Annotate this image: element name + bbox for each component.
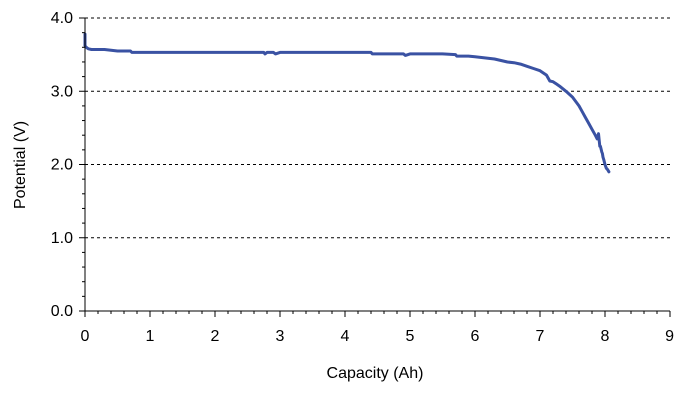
- y-tick-label: 1.0: [51, 230, 73, 247]
- y-tick-label: 0.0: [51, 303, 73, 320]
- x-tick-label: 5: [406, 328, 415, 345]
- y-tick-label: 4.0: [51, 10, 73, 27]
- plot-area: [83, 32, 611, 174]
- grid-lines: [85, 17, 670, 239]
- x-tick-label: 3: [276, 328, 285, 345]
- y-axis-label: Potential (V): [12, 121, 29, 209]
- x-tick-label: 8: [601, 328, 610, 345]
- series-line: [83, 32, 611, 174]
- y-tick-label: 2.0: [51, 157, 73, 174]
- x-tick-label: 6: [471, 328, 480, 345]
- y-tick-label: 3.0: [51, 83, 73, 100]
- tick-labels: 0.0 1.0 2.0 3.0 4.0 0 1 2 3 4 5 6 7 8 9: [51, 10, 674, 345]
- x-tick-label: 2: [211, 328, 220, 345]
- x-tick-label: 0: [81, 328, 90, 345]
- x-tick-label: 7: [536, 328, 545, 345]
- x-axis-label: Capacity (Ah): [327, 365, 424, 382]
- x-tick-label: 4: [341, 328, 350, 345]
- x-tick-label: 9: [665, 328, 674, 345]
- x-tick-label: 1: [146, 328, 155, 345]
- axes: [79, 17, 671, 317]
